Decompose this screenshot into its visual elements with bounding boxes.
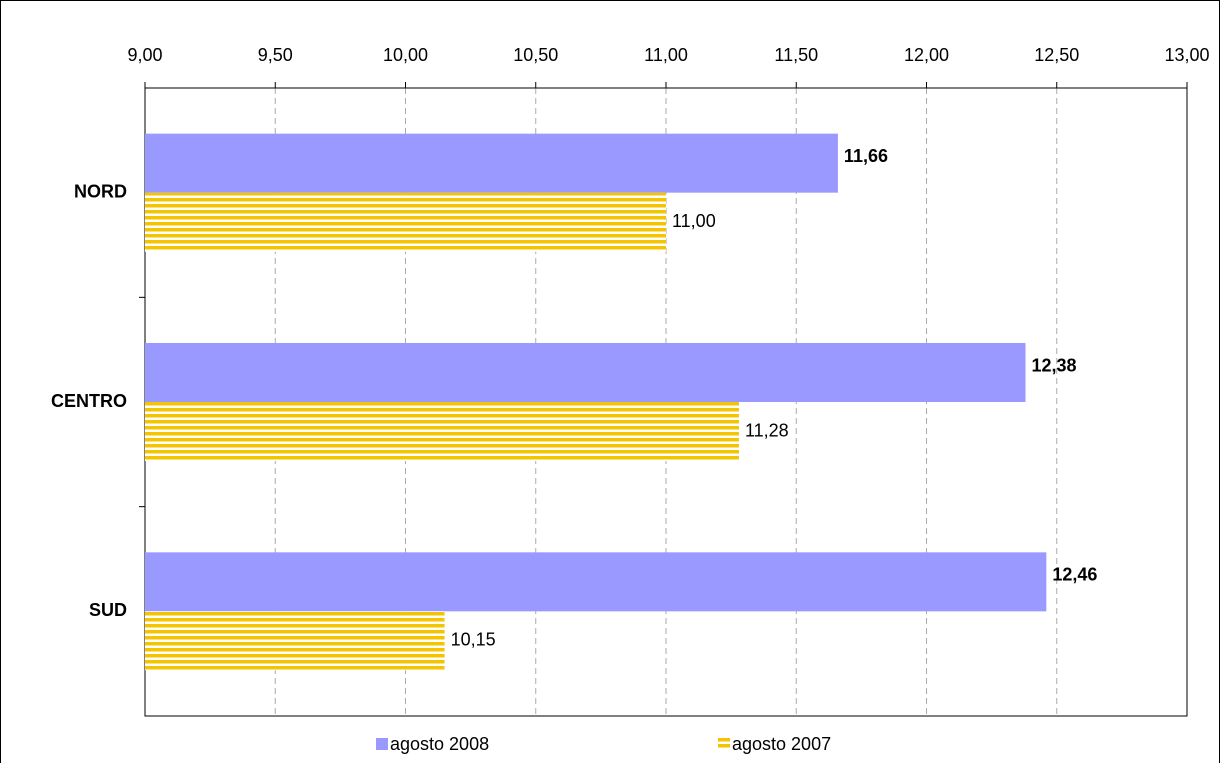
x-tick-label: 9,00 [127, 45, 162, 65]
legend-swatch [718, 738, 730, 750]
bar [145, 611, 445, 671]
data-label: 10,15 [451, 630, 496, 650]
y-tick-label: NORD [74, 181, 127, 201]
data-label: 12,46 [1052, 565, 1097, 585]
data-label: 12,38 [1031, 355, 1076, 375]
data-label: 11,28 [745, 420, 789, 440]
x-tick-label: 12,00 [904, 45, 949, 65]
bar [145, 402, 739, 461]
legend-label: agosto 2007 [732, 734, 831, 754]
x-tick-label: 13,00 [1164, 45, 1209, 65]
x-tick-label: 11,00 [644, 45, 688, 65]
bar [145, 343, 1026, 402]
y-tick-label: CENTRO [51, 391, 127, 411]
x-tick-label: 12,50 [1034, 45, 1079, 65]
legend-swatch [376, 738, 388, 750]
legend-label: agosto 2008 [390, 734, 489, 754]
bar [145, 192, 666, 252]
x-tick-label: 10,00 [383, 45, 428, 65]
y-tick-label: SUD [89, 600, 127, 620]
bar [145, 133, 838, 193]
x-tick-label: 9,50 [258, 45, 293, 65]
x-tick-label: 10,50 [513, 45, 558, 65]
data-label: 11,00 [672, 211, 716, 231]
x-tick-label: 11,50 [774, 45, 818, 65]
data-label: 11,66 [844, 146, 888, 166]
bar [145, 552, 1047, 612]
